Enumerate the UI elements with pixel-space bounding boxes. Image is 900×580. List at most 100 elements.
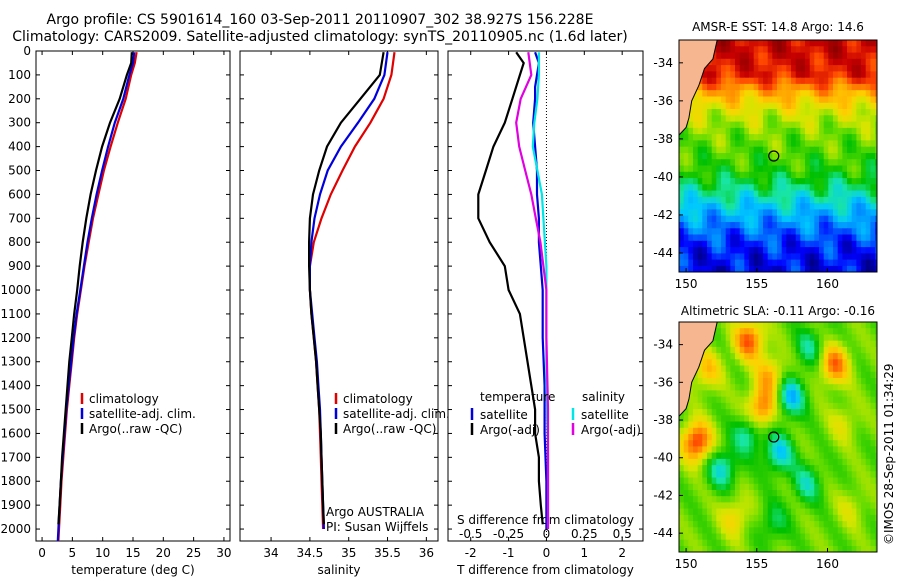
heatmap-cell	[823, 253, 829, 261]
heatmap-cell	[735, 533, 741, 541]
heatmap-cell	[688, 171, 694, 179]
y-tick-label: -40	[653, 170, 673, 184]
heatmap-cell	[702, 77, 708, 85]
heatmap-cell	[711, 96, 717, 104]
heatmap-cell	[791, 378, 797, 385]
heatmap-cell	[693, 115, 699, 123]
heatmap-cell	[814, 421, 820, 429]
heatmap-cell	[823, 184, 829, 192]
heatmap-cell	[726, 272, 731, 279]
heatmap-cell	[842, 359, 848, 367]
heatmap-cell	[758, 40, 764, 47]
heatmap-cell	[763, 421, 769, 429]
heatmap-cell	[716, 215, 722, 223]
heatmap-cell	[739, 452, 745, 460]
heatmap-cell	[777, 465, 783, 472]
heatmap-cell	[711, 496, 717, 503]
heatmap-cell	[847, 102, 853, 110]
heatmap-cell	[749, 353, 755, 360]
heatmap-cell	[739, 409, 745, 416]
heatmap-cell	[767, 115, 773, 123]
heatmap-cell	[870, 471, 876, 479]
heatmap-cell	[721, 496, 727, 503]
heatmap-cell	[865, 159, 871, 167]
heatmap-cell	[819, 83, 825, 91]
legend-label: satellite-adj. clim.	[89, 407, 196, 421]
y-tick-label: -36	[653, 375, 673, 389]
heatmap-cell	[721, 471, 727, 479]
heatmap-cell	[739, 259, 745, 267]
heatmap-cell	[791, 159, 797, 167]
heatmap-cell	[753, 446, 759, 454]
heatmap-cell	[697, 508, 703, 516]
heatmap-cell	[805, 427, 811, 435]
heatmap-cell	[866, 552, 871, 559]
heatmap-cell	[791, 434, 797, 441]
heatmap-cell	[697, 215, 703, 223]
heatmap-cell	[725, 240, 731, 248]
heatmap-cell	[861, 109, 867, 116]
heatmap-cell	[777, 265, 783, 272]
heatmap-cell	[721, 65, 727, 72]
heatmap-cell	[749, 421, 755, 429]
heatmap-cell	[795, 409, 801, 416]
x-tick-label: 15	[125, 546, 140, 560]
heatmap-cell	[800, 371, 806, 379]
heatmap-cell	[856, 109, 862, 116]
heatmap-cell	[707, 458, 713, 466]
heatmap-cell	[777, 533, 783, 541]
heatmap-cell	[702, 265, 708, 272]
heatmap-cell	[786, 346, 792, 354]
heatmap-cell	[702, 502, 708, 510]
heatmap-cell	[735, 483, 741, 491]
heatmap-cell	[725, 508, 731, 516]
heatmap-cell	[809, 215, 815, 223]
heatmap-cell	[865, 240, 871, 248]
heatmap-cell	[880, 209, 885, 216]
heatmap-cell	[833, 483, 839, 491]
heatmap-cell	[707, 215, 713, 223]
heatmap-cell	[856, 134, 862, 141]
heatmap-cell	[875, 127, 877, 135]
heatmap-cell	[725, 483, 731, 491]
heatmap-cell	[740, 272, 745, 279]
heatmap-cell	[739, 209, 745, 217]
heatmap-cell	[870, 215, 876, 223]
heatmap-cell	[707, 196, 713, 204]
y-tick-label: 400	[8, 140, 31, 154]
heatmap-cell	[814, 234, 820, 242]
heatmap-cell	[763, 402, 769, 410]
heatmap-cell	[777, 396, 783, 404]
heatmap-cell	[837, 234, 843, 242]
heatmap-cell	[711, 365, 717, 373]
heatmap-cell	[795, 146, 801, 154]
heatmap-cell	[833, 52, 839, 60]
heatmap-cell	[870, 527, 876, 535]
heatmap-cell	[721, 552, 726, 559]
heatmap-cell	[749, 165, 755, 173]
heatmap-cell	[847, 165, 853, 173]
heatmap-cell	[758, 96, 764, 104]
heatmap-cell	[777, 134, 783, 141]
heatmap-cell	[781, 228, 787, 236]
heatmap-cell	[847, 46, 853, 54]
heatmap-cell	[875, 527, 877, 535]
heatmap-cell	[735, 409, 741, 416]
heatmap-cell	[851, 171, 857, 179]
x-tick-top-label: 0.25	[571, 527, 598, 541]
heatmap-cell	[856, 272, 861, 279]
heatmap-cell	[693, 421, 699, 429]
heatmap-cell	[805, 253, 811, 261]
heatmap-cell	[851, 196, 857, 204]
heatmap-cell	[865, 171, 871, 179]
heatmap-cell	[735, 496, 741, 503]
heatmap-cell	[823, 546, 829, 552]
heatmap-cell	[870, 96, 876, 104]
heatmap-cell	[707, 253, 713, 261]
heatmap-cell	[861, 533, 867, 541]
heatmap-cell	[809, 371, 815, 379]
heatmap-cell	[763, 115, 769, 123]
heatmap-cell	[847, 90, 853, 98]
heatmap-cell	[679, 240, 685, 248]
heatmap-cell	[777, 115, 783, 123]
